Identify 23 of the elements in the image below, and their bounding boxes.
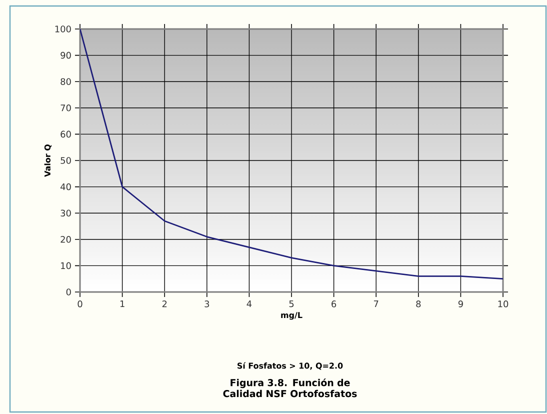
x-tick-label: 8 [416, 300, 421, 308]
y-tick-label: 80 [60, 78, 71, 85]
y-tick-label: 90 [60, 52, 71, 59]
x-tick-label: 3 [204, 300, 210, 308]
y-tick-label: 70 [60, 104, 71, 112]
text: Figura 3.8. Función de Calidad NSF Ortofosfatos [223, 378, 357, 398]
x-tick-label: 2 [162, 300, 167, 308]
y-tick-label: 30 [60, 210, 71, 216]
x-tick-label: 4 [246, 300, 252, 308]
x-tick-label: 1 [120, 300, 124, 308]
x-tick-label: 5 [289, 300, 294, 308]
y-tick-label: 0 [66, 288, 71, 296]
x-tick-label: 6 [332, 300, 336, 308]
x-tick-label: 10 [498, 300, 508, 308]
x-tick-label: 9 [458, 300, 463, 308]
y-tick-label: 100 [55, 26, 71, 32]
y-tick-label: 20 [60, 236, 71, 243]
y-tick-label: 50 [60, 157, 71, 164]
y-tick-label: 60 [60, 130, 71, 138]
y-tick-label: 40 [60, 183, 71, 190]
y-tick-label: 10 [61, 262, 71, 270]
x-tick-label: 0 [78, 300, 82, 308]
x-tick-label: 7 [374, 300, 378, 308]
